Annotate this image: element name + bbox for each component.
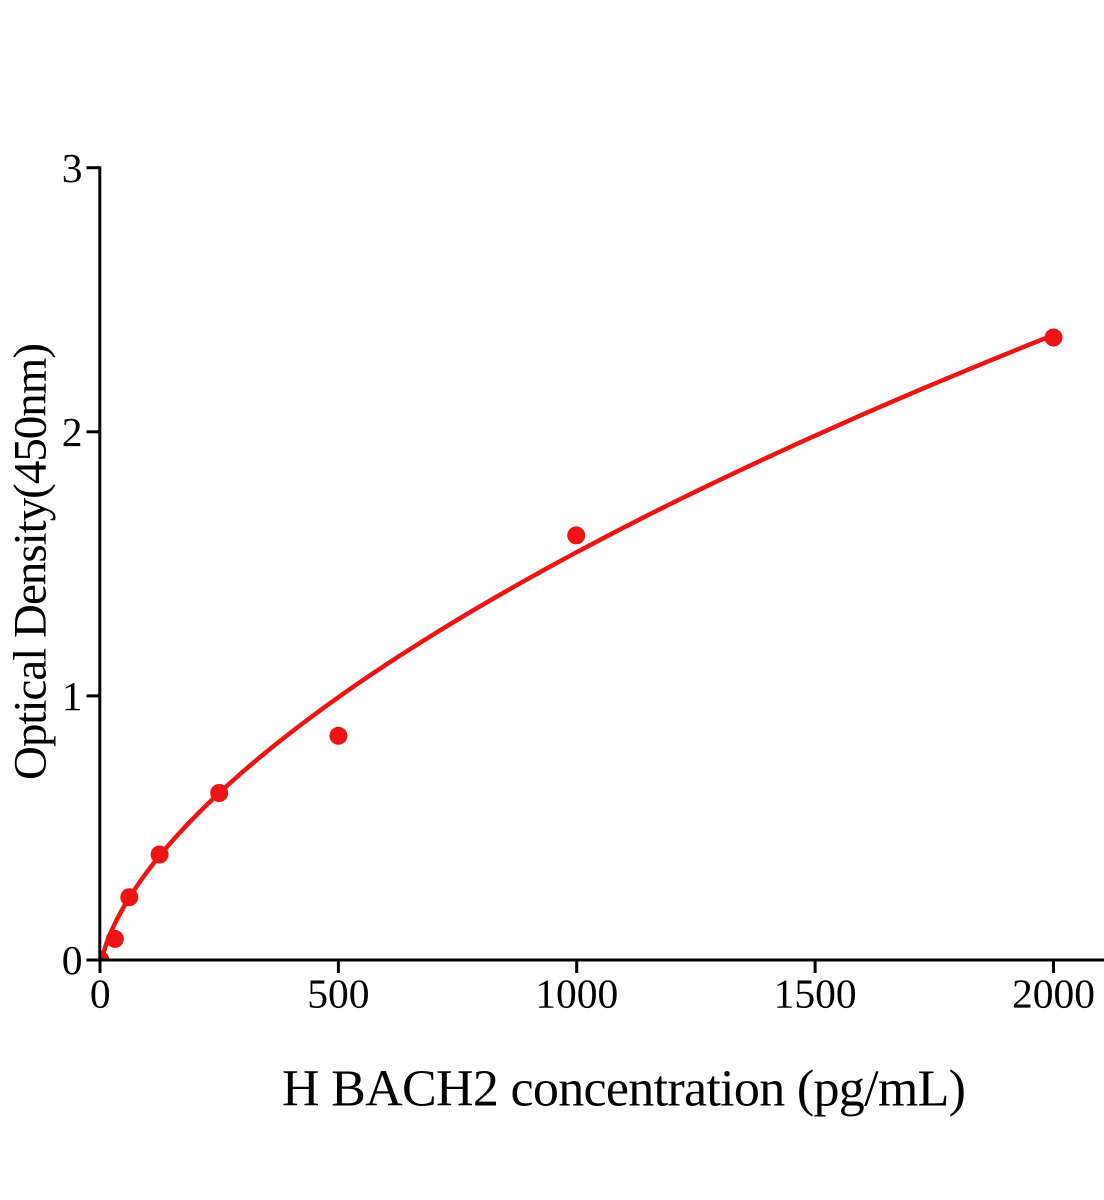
svg-text:3: 3 [62, 145, 83, 191]
svg-text:1500: 1500 [774, 971, 857, 1017]
svg-text:1000: 1000 [535, 971, 618, 1017]
svg-text:1: 1 [62, 673, 83, 719]
svg-text:Optical Density(450nm): Optical Density(450nm) [5, 343, 57, 780]
svg-text:0: 0 [62, 937, 83, 983]
svg-text:500: 500 [307, 971, 369, 1017]
svg-text:H BACH2 concentration (pg/mL): H BACH2 concentration (pg/mL) [282, 1061, 966, 1118]
svg-text:2: 2 [62, 409, 83, 455]
svg-text:2000: 2000 [1012, 971, 1095, 1017]
svg-text:0: 0 [90, 971, 111, 1017]
